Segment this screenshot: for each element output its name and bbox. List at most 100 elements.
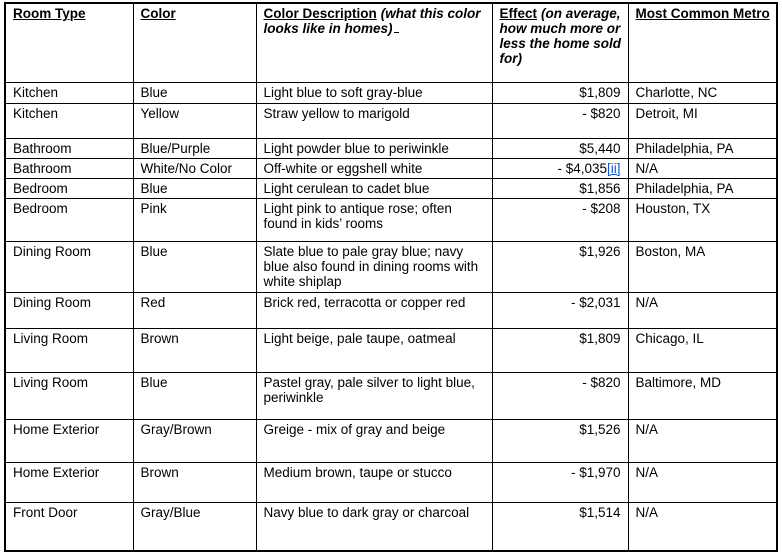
cell-metro: Philadelphia, PA: [627, 137, 778, 159]
effect-value: $1,526: [579, 421, 621, 437]
table-row: Front Door Gray/Blue Navy blue to dark gra…: [4, 501, 778, 552]
cell-room-type: Bedroom: [4, 197, 134, 242]
cell-color: White/No Color: [132, 157, 257, 179]
cell-metro: Boston, MA: [627, 240, 778, 293]
cell-description: Light blue to soft gray-blue: [255, 81, 493, 104]
table-row: Living Room Blue Pastel gray, pale silver …: [4, 371, 778, 420]
header-effect: Effect (on average, how much more or less…: [491, 2, 629, 83]
cell-metro: Detroit, MI: [627, 102, 778, 139]
effect-value: - $2,031: [570, 294, 621, 310]
header-most-common-metro: Most Common Metro: [627, 2, 778, 83]
cell-effect: - $1,970: [491, 461, 629, 503]
room-color-effect-table: Room Type Color Color Description (what thi…: [4, 2, 778, 552]
table-row: Bathroom Blue/Purple Light powder blue to …: [4, 137, 778, 159]
cell-metro: N/A: [627, 418, 778, 463]
cell-effect: $1,926: [491, 240, 629, 293]
cell-metro: N/A: [627, 501, 778, 552]
table-row: Dining Room Blue Slate blue to pale gray b…: [4, 240, 778, 293]
cell-description: Light powder blue to periwinkle: [255, 137, 493, 159]
effect-value: - $820: [582, 105, 621, 121]
header-note: (on average, how much more or less the h…: [499, 6, 622, 66]
table-row: Home Exterior Brown Medium brown, taupe or…: [4, 461, 778, 503]
cell-effect: $1,809: [491, 327, 629, 373]
header-color: Color: [132, 2, 257, 83]
cell-description: Medium brown, taupe or stucco: [255, 461, 493, 503]
cell-description: Navy blue to dark gray or charcoal: [255, 501, 493, 552]
header-color-description: Color Description (what this color looks …: [255, 2, 493, 83]
cell-room-type: Home Exterior: [4, 461, 134, 503]
table-row: Home Exterior Gray/Brown Greige - mix of g…: [4, 418, 778, 463]
trailing-underline-mark: [393, 30, 399, 33]
cell-room-type: Bathroom: [4, 137, 134, 159]
cell-color: Blue: [132, 81, 257, 104]
cell-color: Blue: [132, 371, 257, 420]
table-body: Kitchen Blue Light blue to soft gray-blue $…: [4, 81, 778, 552]
cell-metro: N/A: [627, 291, 778, 329]
cell-metro: N/A: [627, 157, 778, 179]
cell-color: Gray/Blue: [132, 501, 257, 552]
cell-color: Brown: [132, 327, 257, 373]
cell-metro: Chicago, IL: [627, 327, 778, 373]
cell-metro: Philadelphia, PA: [627, 177, 778, 199]
table-row: Dining Room Red Brick red, terracotta or c…: [4, 291, 778, 329]
cell-color: Pink: [132, 197, 257, 242]
effect-value: - $820: [582, 374, 621, 390]
header-label: Most Common Metro: [635, 6, 770, 21]
header-room-type: Room Type: [4, 2, 134, 83]
effect-value: $5,440: [579, 140, 621, 156]
cell-effect: $5,440: [491, 137, 629, 159]
effect-value: $1,809: [579, 84, 621, 100]
table-row: Kitchen Yellow Straw yellow to marigold - $…: [4, 102, 778, 139]
cell-effect: $1,856: [491, 177, 629, 199]
cell-metro: Charlotte, NC: [627, 81, 778, 104]
header-label: Room Type: [13, 6, 86, 21]
cell-effect: - $4,035[ii]: [491, 157, 629, 179]
footnote-link[interactable]: [ii]: [607, 160, 621, 176]
cell-metro: N/A: [627, 461, 778, 503]
cell-effect: - $820: [491, 371, 629, 420]
cell-color: Blue: [132, 240, 257, 293]
header-label: Color: [140, 6, 176, 21]
cell-room-type: Bathroom: [4, 157, 134, 179]
cell-color: Gray/Brown: [132, 418, 257, 463]
table-row: Bathroom White/No Color Off-white or eggsh…: [4, 157, 778, 179]
cell-description: Off-white or eggshell white: [255, 157, 493, 179]
cell-effect: - $820: [491, 102, 629, 139]
cell-color: Red: [132, 291, 257, 329]
cell-room-type: Living Room: [4, 327, 134, 373]
cell-description: Greige - mix of gray and beige: [255, 418, 493, 463]
table-row: Bedroom Pink Light pink to antique rose; o…: [4, 197, 778, 242]
cell-description: Pastel gray, pale silver to light blue, …: [255, 371, 493, 420]
table-row: Bedroom Blue Light cerulean to cadet blue $…: [4, 177, 778, 199]
cell-room-type: Home Exterior: [4, 418, 134, 463]
effect-value: $1,514: [579, 504, 621, 520]
cell-room-type: Front Door: [4, 501, 134, 552]
cell-description: Brick red, terracotta or copper red: [255, 291, 493, 329]
cell-effect: $1,514: [491, 501, 629, 552]
cell-effect: $1,809: [491, 81, 629, 104]
header-note: (what this color looks like in homes): [263, 6, 481, 36]
cell-room-type: Kitchen: [4, 81, 134, 104]
effect-value: $1,926: [579, 243, 621, 259]
effect-value: $1,856: [579, 180, 621, 196]
effect-value: - $1,970: [570, 464, 621, 480]
cell-description: Light beige, pale taupe, oatmeal: [255, 327, 493, 373]
cell-room-type: Dining Room: [4, 291, 134, 329]
cell-effect: - $2,031: [491, 291, 629, 329]
cell-color: Yellow: [132, 102, 257, 139]
cell-color: Brown: [132, 461, 257, 503]
table-row: Living Room Brown Light beige, pale taupe,…: [4, 327, 778, 373]
cell-effect: - $208: [491, 197, 629, 242]
cell-description: Slate blue to pale gray blue; navy blue …: [255, 240, 493, 293]
cell-effect: $1,526: [491, 418, 629, 463]
cell-color: Blue/Purple: [132, 137, 257, 159]
cell-room-type: Living Room: [4, 371, 134, 420]
cell-description: Straw yellow to marigold: [255, 102, 493, 139]
cell-metro: Houston, TX: [627, 197, 778, 242]
cell-color: Blue: [132, 177, 257, 199]
cell-description: Light pink to antique rose; often found …: [255, 197, 493, 242]
cell-metro: Baltimore, MD: [627, 371, 778, 420]
header-label: Effect: [499, 6, 538, 21]
table-row: Kitchen Blue Light blue to soft gray-blue $…: [4, 81, 778, 104]
effect-value: - $4,035: [557, 160, 607, 176]
